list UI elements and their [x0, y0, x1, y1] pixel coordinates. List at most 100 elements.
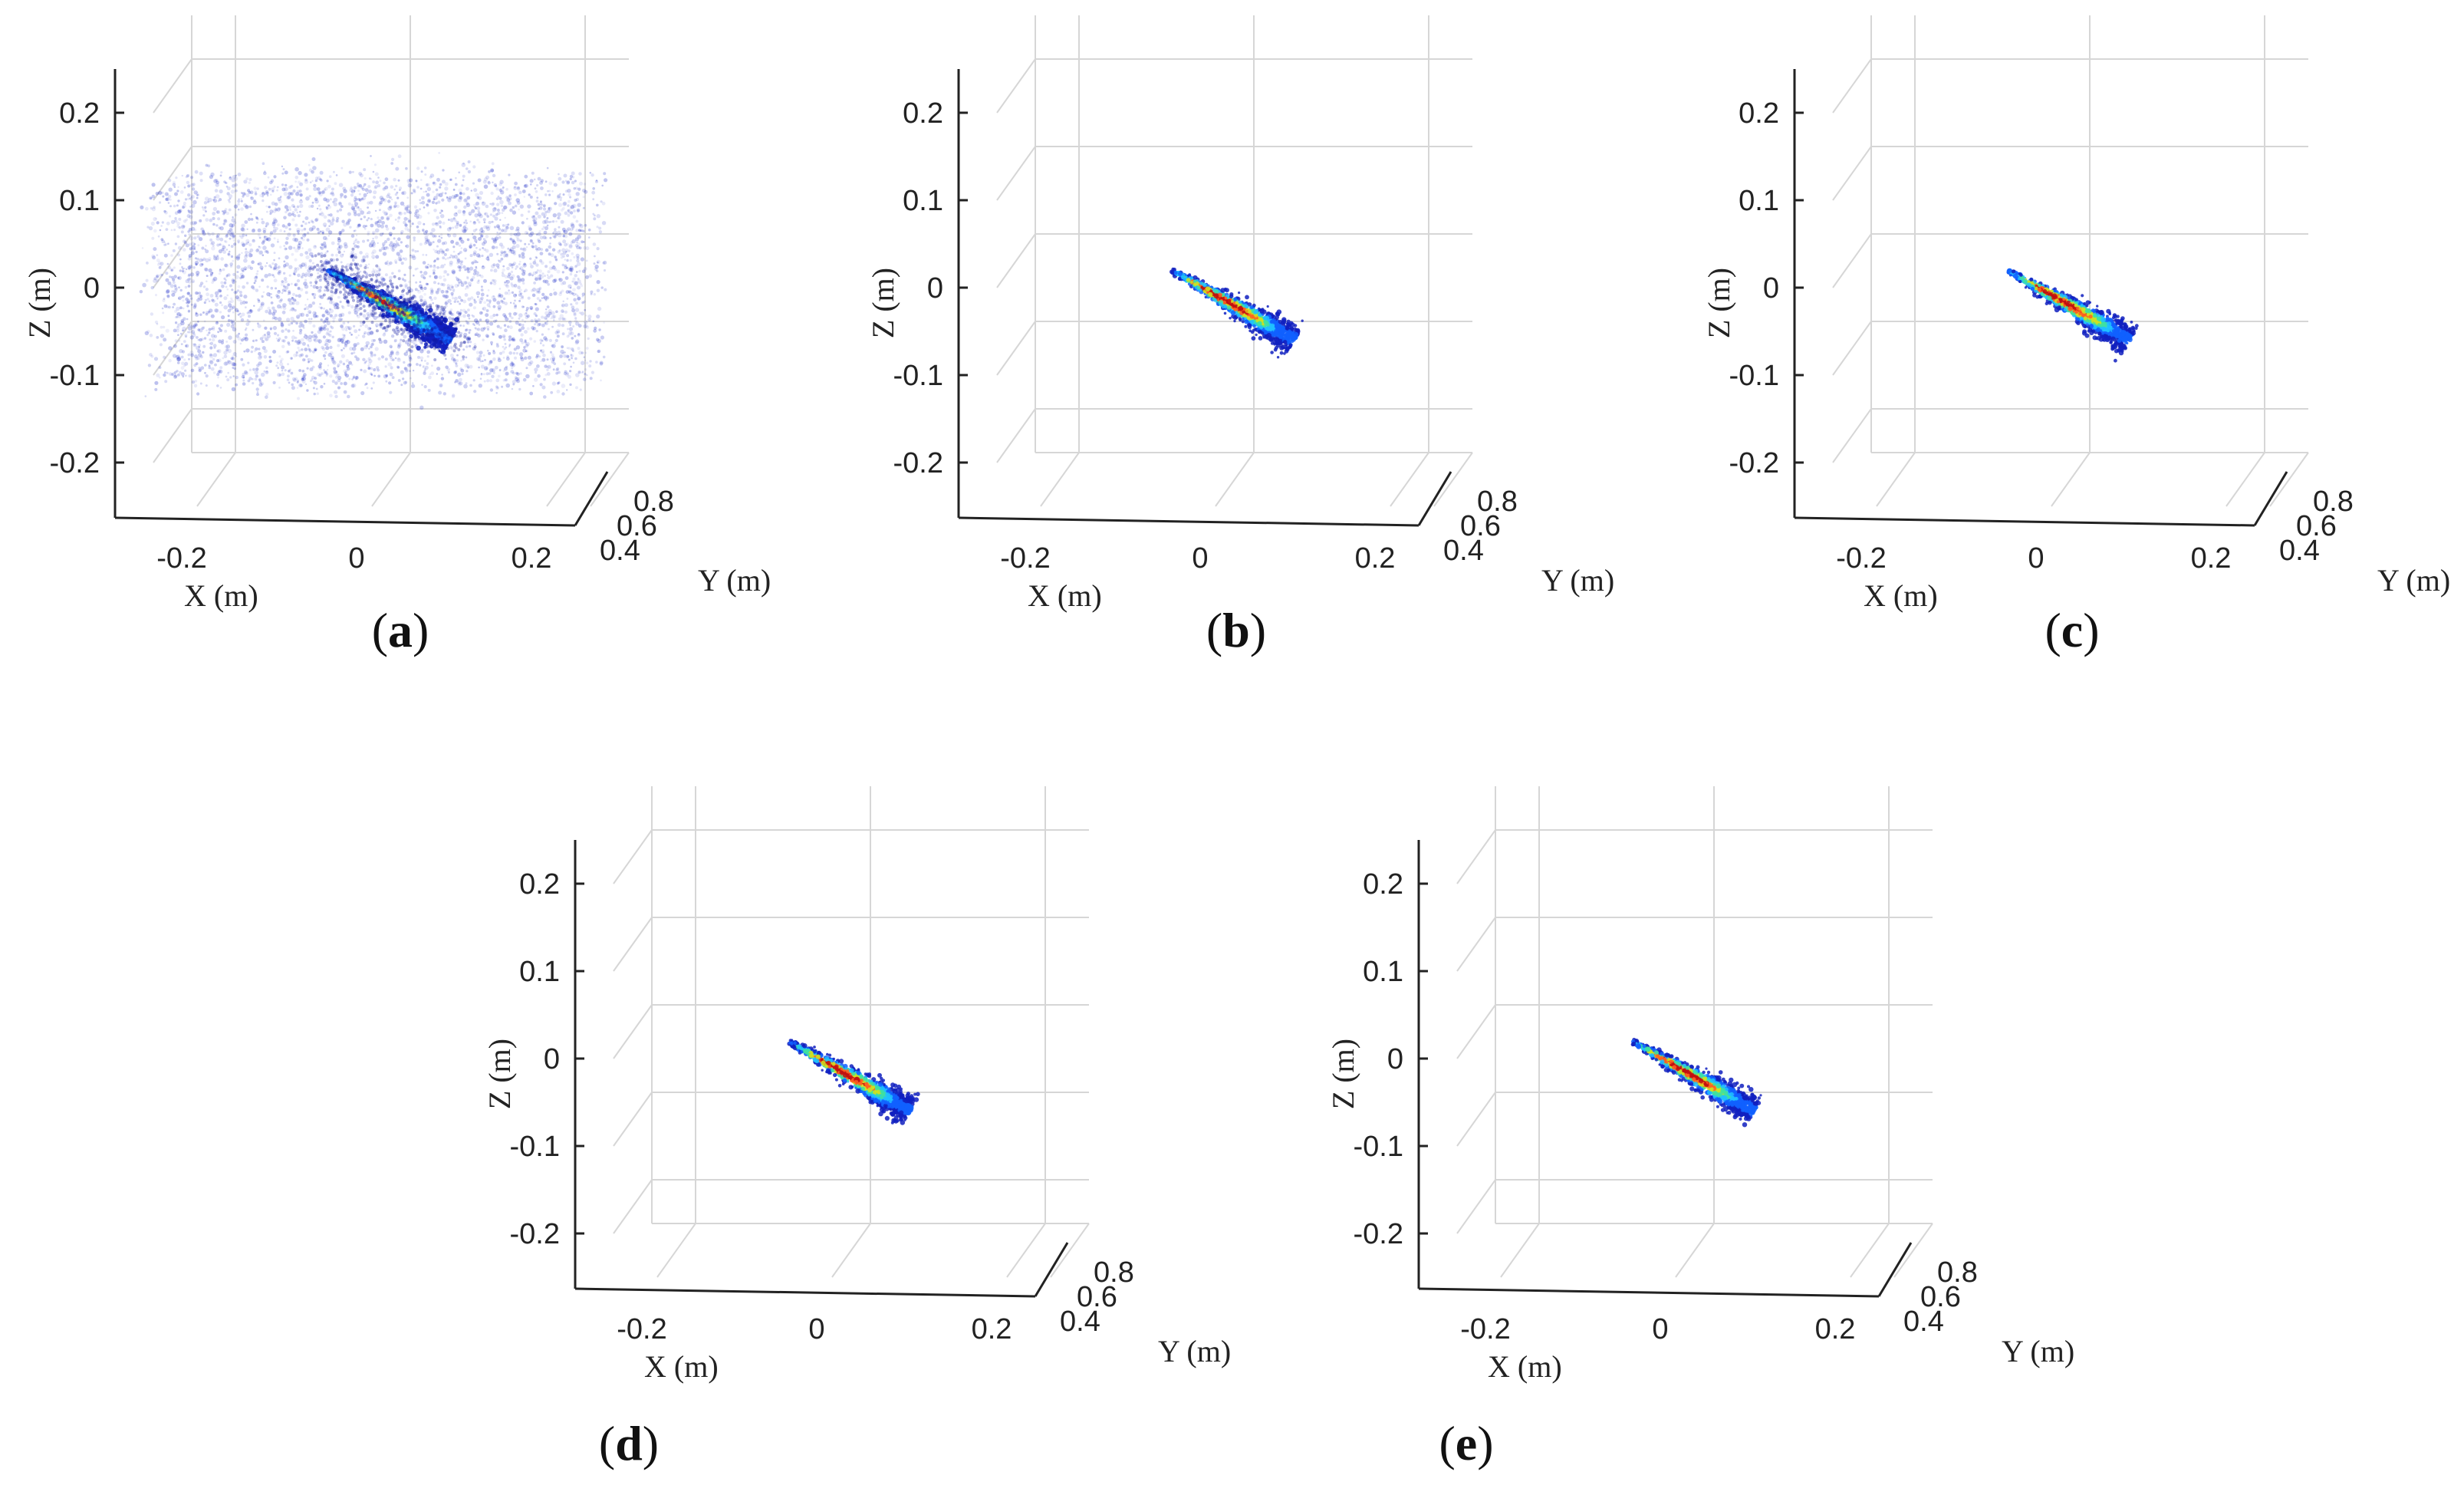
noise-point [537, 214, 541, 219]
noise-point [566, 347, 569, 349]
noise-point [300, 199, 302, 201]
noise-point [484, 238, 487, 241]
noise-point [327, 298, 330, 301]
noise-point [540, 186, 544, 190]
noise-point [472, 235, 477, 240]
noise-point [254, 276, 258, 280]
noise-point [519, 239, 522, 242]
noise-point [515, 345, 521, 350]
noise-point [327, 339, 331, 344]
noise-point [292, 319, 296, 324]
noise-point [314, 282, 317, 285]
noise-point [525, 374, 530, 379]
noise-point [529, 257, 532, 260]
noise-point [186, 214, 191, 219]
noise-point [518, 313, 523, 318]
noise-point [535, 277, 538, 282]
noise-point [311, 255, 314, 258]
noise-point [564, 211, 568, 216]
noise-point [503, 338, 506, 341]
noise-point [562, 311, 564, 313]
noise-point [331, 301, 335, 305]
noise-point [178, 312, 181, 315]
noise-point [571, 180, 575, 185]
noise-point [199, 284, 202, 288]
noise-point [472, 306, 476, 310]
noise-point [494, 226, 497, 229]
noise-point [577, 229, 581, 232]
noise-point [165, 272, 169, 275]
noise-point [173, 302, 176, 306]
noise-point [492, 220, 495, 223]
noise-point [568, 290, 573, 295]
noise-point [486, 226, 491, 231]
noise-point [216, 348, 222, 354]
noise-point [472, 233, 474, 235]
noise-point [457, 380, 461, 385]
noise-point [218, 327, 221, 330]
noise-point [492, 351, 496, 354]
noise-point [447, 233, 452, 238]
noise-point [290, 282, 293, 285]
noise-point [552, 357, 555, 361]
noise-point [282, 265, 286, 268]
noise-point [459, 332, 463, 335]
noise-point [294, 223, 298, 227]
noise-point [281, 291, 284, 295]
noise-point [503, 315, 508, 318]
noise-point [311, 221, 314, 224]
noise-point [319, 230, 322, 233]
noise-point [248, 377, 252, 380]
noise-point [486, 295, 489, 297]
noise-point [274, 263, 278, 267]
noise-point [150, 221, 155, 226]
noise-point [341, 219, 345, 223]
noise-point [366, 387, 369, 390]
noise-point [271, 201, 275, 206]
noise-point [278, 374, 281, 377]
noise-point [271, 187, 275, 192]
noise-point [284, 279, 288, 284]
noise-point [518, 208, 520, 211]
noise-point [331, 380, 335, 384]
noise-point [212, 278, 216, 282]
noise-point [269, 193, 272, 196]
noise-point [292, 233, 296, 237]
noise-point [548, 311, 552, 316]
noise-point [377, 374, 381, 378]
noise-point [354, 229, 357, 232]
noise-point [370, 252, 374, 255]
noise-point [444, 186, 449, 191]
noise-point [283, 216, 287, 220]
noise-point [298, 324, 302, 328]
noise-point [575, 253, 580, 258]
noise-point [179, 269, 182, 272]
noise-point [567, 333, 571, 337]
noise-point [471, 261, 475, 265]
noise-point [575, 192, 580, 196]
noise-point [371, 245, 374, 248]
noise-point [242, 233, 245, 237]
noise-point [262, 334, 267, 339]
noise-point [243, 266, 248, 271]
noise-point [331, 191, 334, 195]
noise-point [496, 324, 500, 328]
noise-point [482, 238, 485, 240]
noise-point [436, 193, 440, 197]
noise-point [342, 253, 344, 255]
noise-point [202, 344, 206, 348]
noise-point [515, 268, 517, 270]
noise-point [436, 373, 438, 375]
noise-point [543, 207, 547, 211]
noise-point [571, 252, 574, 255]
noise-point [185, 279, 189, 284]
noise-point [249, 308, 252, 311]
noise-point [402, 190, 406, 196]
noise-point [495, 392, 498, 394]
noise-point [508, 344, 512, 346]
noise-point [212, 276, 218, 282]
noise-point [237, 239, 240, 243]
y-axis-label: Y (m) [698, 563, 771, 598]
noise-point [383, 181, 386, 185]
noise-point [317, 330, 321, 334]
